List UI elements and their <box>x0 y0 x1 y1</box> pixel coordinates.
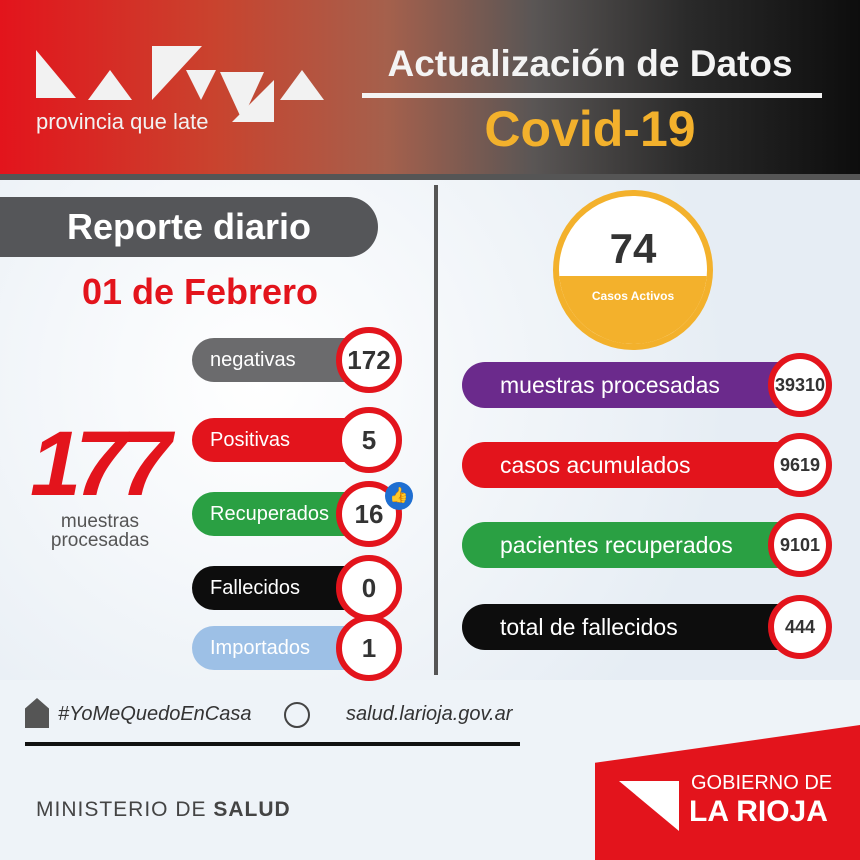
virus-background <box>0 180 860 680</box>
cumulative-row: total de fallecidos <box>462 604 802 650</box>
daily-total-label: muestras procesadas <box>50 511 150 551</box>
cumulative-row: muestras procesadas <box>462 362 802 408</box>
hashtag: #YoMeQuedoEnCasa <box>58 703 252 725</box>
house-icon <box>25 698 49 728</box>
ministry-bold: SALUD <box>213 798 291 821</box>
footer-divider <box>25 742 520 746</box>
tagline: provincia que late <box>36 109 209 134</box>
cumulative-value: 444 <box>768 595 832 659</box>
active-cases-label: Casos Activos <box>591 289 675 303</box>
cumulative-row: pacientes recuperados <box>462 522 802 568</box>
report-date: 01 de Febrero <box>81 271 319 312</box>
daily-value-positivas: 5 <box>336 407 402 473</box>
column-divider <box>434 185 438 675</box>
daily-value-importados: 1 <box>336 615 402 681</box>
title-divider <box>362 93 822 98</box>
daily-value-negativas: 172 <box>336 327 402 393</box>
header-banner: provincia que late Actualización de Dato… <box>0 0 860 180</box>
gov-line2: LA RIOJA <box>689 795 828 828</box>
active-cases-badge: 74 Casos Activos <box>553 190 713 350</box>
report-label: Reporte diario <box>0 197 378 257</box>
ministry-prefix: MINISTERIO DE <box>36 798 214 821</box>
active-cases-value: 74 <box>609 225 657 272</box>
government-emblem <box>619 781 679 831</box>
page-title: Actualización de Datos <box>387 43 793 84</box>
government-logo: GOBIERNO DE LA RIOJA <box>595 725 860 860</box>
website-link[interactable]: salud.larioja.gov.ar <box>346 703 513 725</box>
cumulative-value: 9101 <box>768 513 832 577</box>
ministry-name: MINISTERIO DE SALUD <box>36 797 291 822</box>
daily-value-fallecidos: 0 <box>336 555 402 621</box>
cumulative-value: 39310 <box>768 353 832 417</box>
gov-line1: GOBIERNO DE <box>691 772 833 794</box>
thumbs-up-icon: 👍 <box>385 482 413 510</box>
cumulative-row: casos acumulados <box>462 442 802 488</box>
cumulative-value: 9619 <box>768 433 832 497</box>
globe-www-icon <box>284 702 310 728</box>
daily-total-value: 177 <box>30 413 171 515</box>
page-subtitle: Covid-19 <box>484 101 696 157</box>
